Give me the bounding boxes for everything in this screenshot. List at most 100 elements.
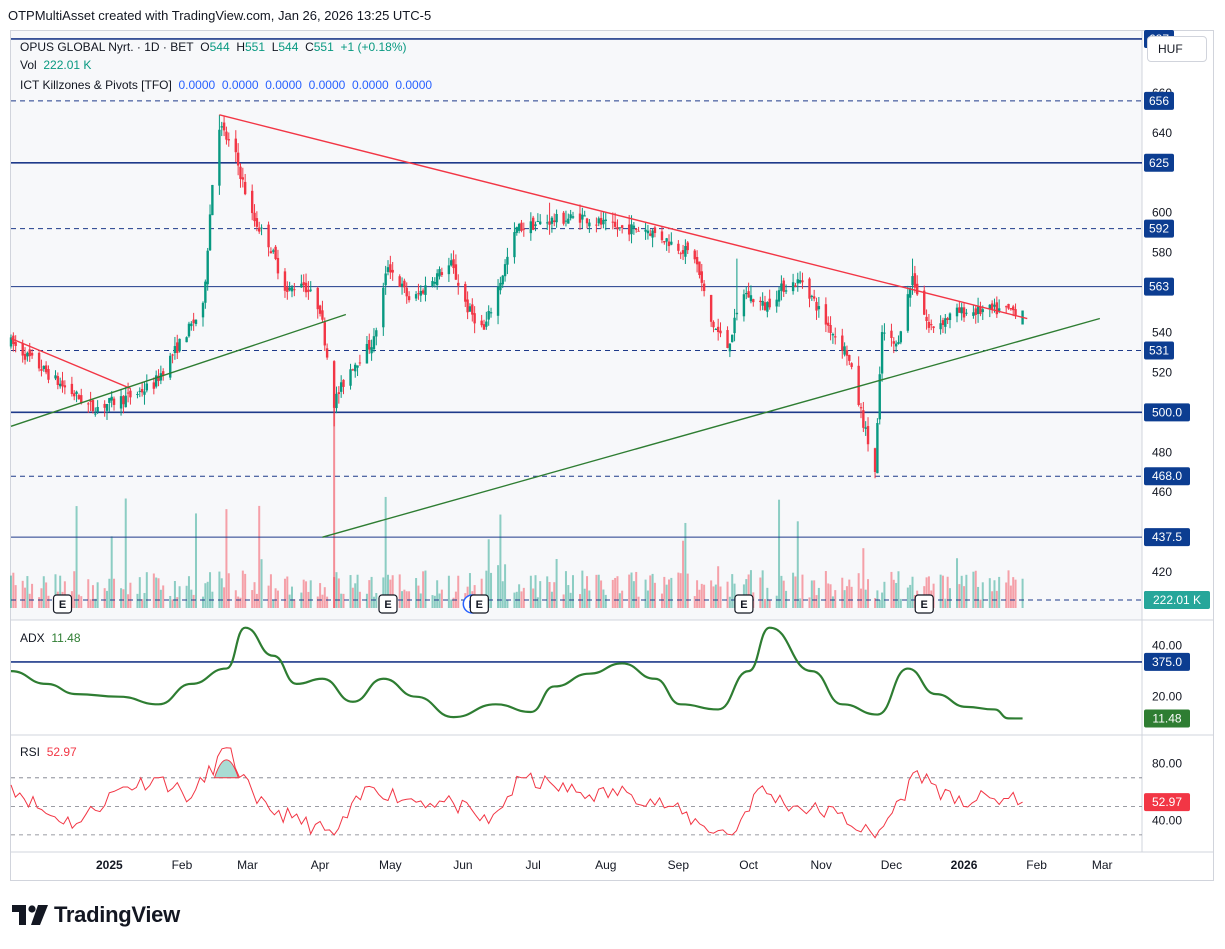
volume-bar — [80, 596, 83, 608]
candle-body — [61, 380, 64, 387]
candle-body — [368, 340, 371, 350]
volume-bar — [764, 599, 766, 608]
candle-body — [946, 318, 949, 321]
volume-bar — [600, 580, 603, 608]
candle-body — [564, 220, 568, 222]
volume-bar — [696, 580, 699, 608]
candle-body — [939, 323, 942, 330]
volume-bar — [775, 595, 778, 608]
volume-bar — [635, 571, 638, 608]
open-label: O — [200, 40, 210, 54]
volume-bar — [778, 499, 781, 608]
candle-body — [955, 307, 959, 317]
volume-bar — [667, 579, 670, 608]
candle-body — [489, 312, 493, 314]
volume-bar — [677, 572, 680, 608]
candle-body — [30, 352, 34, 356]
volume-bar — [387, 574, 389, 608]
rsi-label[interactable]: RSI — [20, 745, 41, 759]
candle-body — [923, 290, 926, 315]
adx-label[interactable]: ADX — [20, 631, 45, 645]
volume-bar — [768, 599, 771, 608]
volume-bar — [159, 589, 162, 608]
candle-body — [979, 306, 982, 315]
volume-bar — [368, 580, 371, 608]
candle-body — [339, 382, 343, 392]
volume-bar — [518, 584, 521, 608]
candle-body — [585, 218, 589, 224]
volume-bar — [660, 593, 663, 608]
currency-unit-button[interactable]: HUF — [1147, 36, 1207, 62]
candle-body — [831, 334, 835, 336]
volume-bar — [274, 588, 277, 608]
candle-body — [386, 267, 390, 272]
candle-body — [234, 138, 237, 153]
volume-bar — [309, 580, 312, 608]
earnings-marker-label: E — [59, 599, 66, 611]
volume-bar — [878, 599, 881, 608]
candle-body — [808, 278, 811, 299]
volume-bar — [539, 581, 542, 608]
candle-body — [206, 250, 209, 285]
level-price-tag — [1144, 652, 1190, 671]
candle-body — [684, 246, 687, 257]
candle-body — [337, 392, 341, 395]
volume-bar — [106, 590, 109, 608]
candle-body — [26, 352, 29, 357]
candle-body — [225, 131, 228, 140]
volume-bar — [759, 577, 762, 608]
volume-bar — [283, 578, 286, 608]
candle-body — [709, 294, 713, 322]
candle-body — [618, 227, 622, 229]
candle-body — [435, 273, 439, 286]
candle-body — [56, 376, 60, 385]
candle-body — [506, 256, 509, 265]
volume-bar — [440, 589, 443, 608]
candle-body — [173, 346, 177, 354]
volume-bar — [253, 582, 256, 608]
volume-bar — [845, 586, 848, 608]
candle-body — [588, 222, 591, 227]
high-label: H — [236, 40, 245, 54]
volume-bar — [433, 595, 436, 608]
candle-body — [485, 321, 488, 327]
volume-bar — [553, 582, 556, 608]
candle-body — [58, 383, 62, 387]
volume-bar — [237, 596, 240, 608]
candle-body — [646, 230, 650, 234]
volume-bar — [714, 584, 717, 608]
volume-bar — [663, 576, 666, 608]
volume-bar — [944, 598, 947, 608]
candle-body — [539, 221, 542, 225]
indicator-value: 0.0000 — [352, 78, 389, 92]
candle-body — [941, 320, 945, 325]
candle-body — [665, 238, 668, 242]
volume-bar — [745, 579, 748, 608]
volume-bar — [136, 593, 139, 608]
volume-bar — [87, 579, 90, 608]
volume-bar — [120, 588, 123, 608]
volume-bar — [614, 577, 617, 608]
candle-body — [253, 212, 256, 222]
volume-bar — [225, 509, 228, 608]
symbol-title[interactable]: OPUS GLOBAL Nyrt. · 1D · BET — [20, 40, 194, 54]
volume-bar — [616, 576, 619, 608]
candle-body — [201, 302, 205, 318]
candle-body — [660, 231, 664, 241]
candle-body — [309, 289, 312, 291]
indicator-name[interactable]: ICT Killzones & Pivots [TFO] — [20, 78, 172, 92]
tradingview-logo[interactable]: TradingView — [12, 902, 180, 928]
low-value: 544 — [278, 40, 299, 54]
adx-value-tag — [1144, 709, 1190, 728]
candle-body — [417, 293, 420, 295]
candle-body — [482, 324, 486, 330]
volume-bar — [1007, 570, 1010, 608]
volume-bar — [73, 571, 76, 608]
volume-bar — [171, 599, 174, 608]
candle-body — [698, 261, 701, 275]
volume-bar — [956, 558, 959, 608]
candle-body — [87, 403, 90, 405]
level-price-tag-label: 531 — [1149, 343, 1169, 357]
candle-body — [529, 221, 533, 234]
